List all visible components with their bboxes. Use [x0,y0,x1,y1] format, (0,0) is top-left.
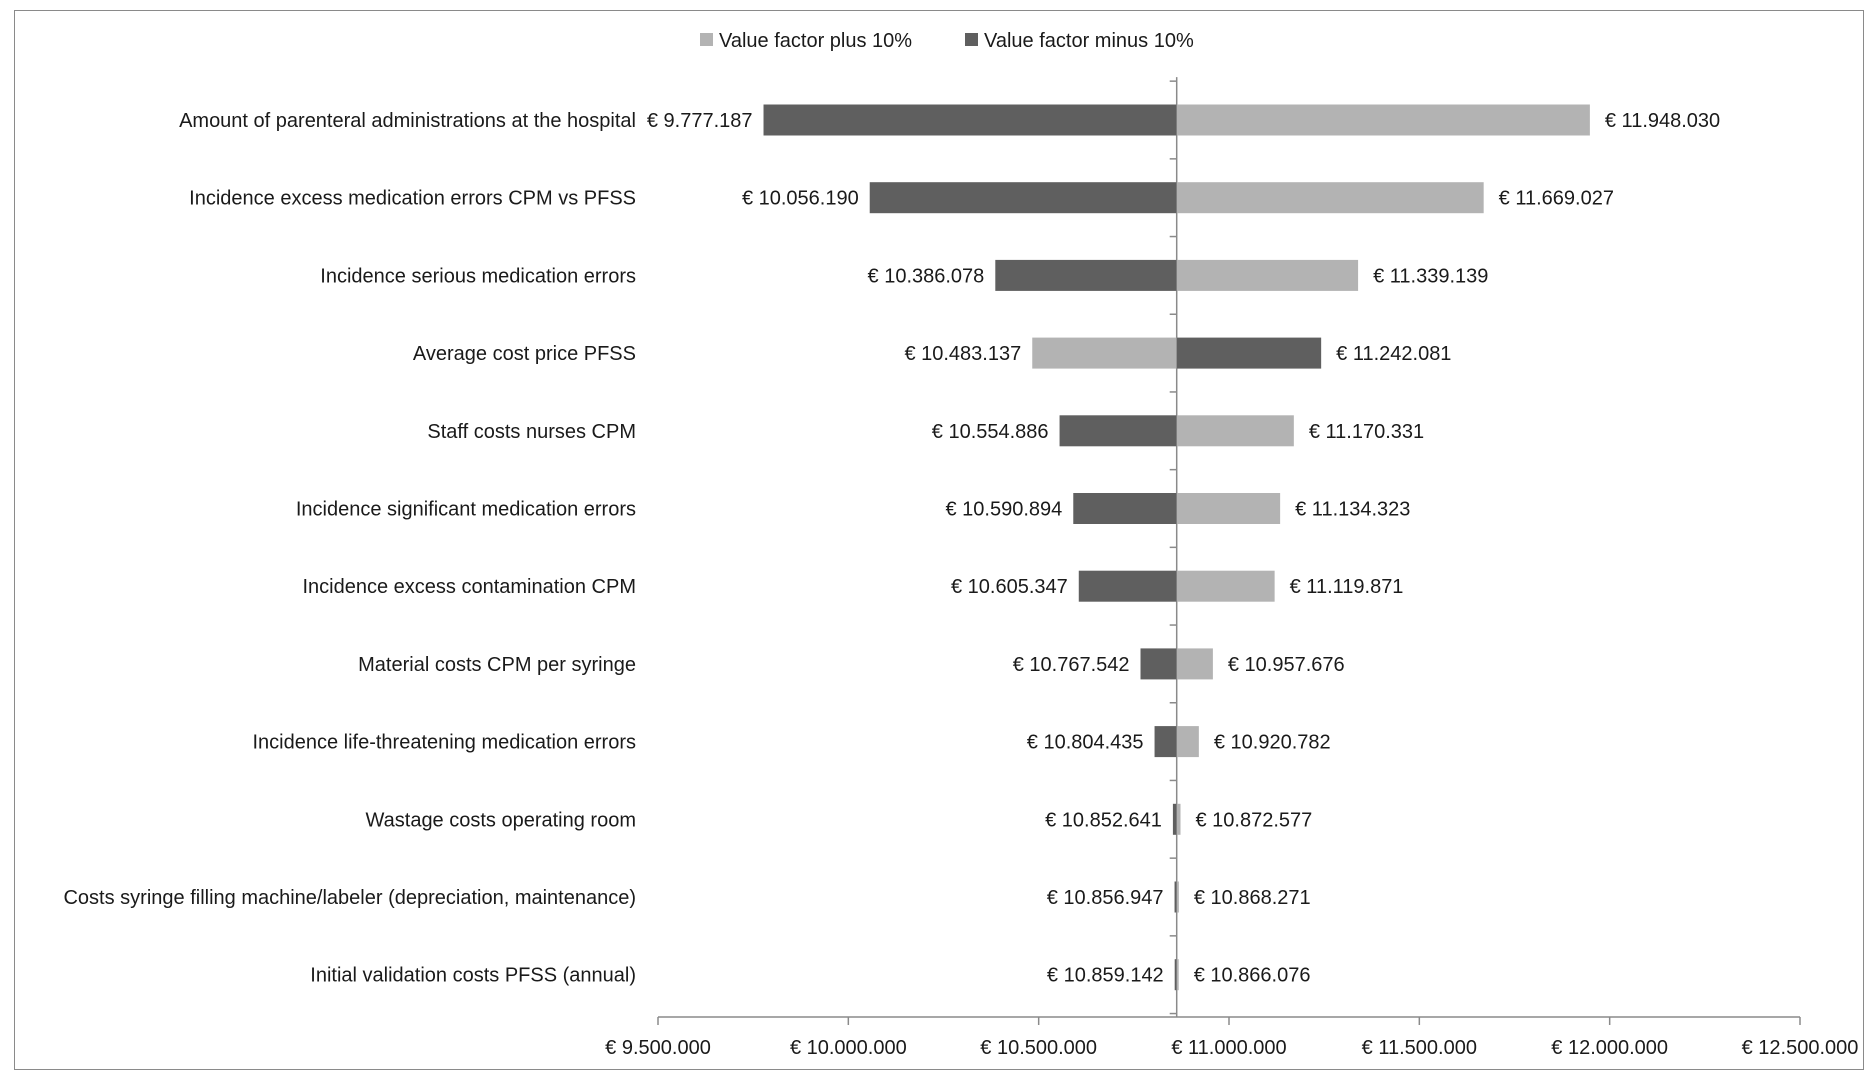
x-tick-label: € 10.000.000 [790,1037,907,1059]
bar-high-label: € 11.339.139 [1373,265,1488,287]
bar-high [1176,182,1484,214]
category-label: Incidence life-threatening medication er… [252,732,636,754]
bar-low-label: € 10.483.137 [904,343,1021,365]
bar-high [1176,415,1294,447]
bar-low-label: € 10.804.435 [1027,732,1144,754]
category-label: Incidence excess medication errors CPM v… [189,188,636,210]
bar-low-label: € 10.554.886 [932,421,1049,443]
bar-low [1032,337,1177,369]
bar-low-label: € 10.859.142 [1047,965,1164,987]
legend-item: Value factor minus 10% [965,30,1194,52]
bar-low-label: € 10.590.894 [945,499,1062,521]
bar-high [1176,648,1213,680]
bar-low [995,259,1177,291]
bar-high-label: € 11.242.081 [1336,343,1451,365]
bar-high-label: € 10.920.782 [1214,732,1331,754]
bar-low-label: € 10.056.190 [742,188,859,210]
bar-high-label: € 10.866.076 [1194,965,1311,987]
bar-low-label: € 9.777.187 [647,110,753,132]
category-label: Incidence serious medication errors [320,265,636,287]
category-label: Incidence significant medication errors [296,499,636,521]
legend-label: Value factor plus 10% [719,30,912,52]
bar-low-label: € 10.605.347 [951,576,1068,598]
legend-swatch [965,33,978,46]
bar-high [1176,726,1199,758]
category-label: Average cost price PFSS [413,343,636,365]
bar-low-label: € 10.767.542 [1013,654,1130,676]
bar-high [1176,881,1179,913]
x-tick-label: € 9.500.000 [605,1037,711,1059]
bar-high [1176,259,1359,291]
bar-high [1176,570,1275,602]
category-label: Wastage costs operating room [366,809,637,831]
bar-high [1176,337,1322,369]
category-label: Initial validation costs PFSS (annual) [310,965,636,987]
category-label: Costs syringe filling machine/labeler (d… [63,887,636,909]
x-axis: € 9.500.000 € 10.000.000 € 10.500.000 € 11.… [605,77,1858,1059]
legend-item: Value factor plus 10% [700,30,912,52]
bar-high [1176,104,1590,136]
bar-high [1176,493,1281,524]
bar-high-label: € 10.872.577 [1195,809,1312,831]
bars: € 9.777.187 € 11.948.030 € 10.056.190 € 11.… [647,104,1720,991]
legend: Value factor plus 10% Value factor minus … [700,30,1194,52]
category-label: Incidence excess contamination CPM [303,576,637,598]
bar-low [1073,493,1177,524]
bar-high-label: € 11.669.027 [1499,188,1614,210]
bar-high-label: € 11.948.030 [1605,110,1720,132]
category-label: Amount of parenteral administrations at … [179,110,636,132]
bar-high [1176,803,1181,835]
bar-low [1140,648,1177,680]
bar-low [1174,959,1177,991]
category-labels: Amount of parenteral administrations at … [63,110,636,987]
bar-low [1172,803,1177,835]
bar-low [1059,415,1177,447]
x-tick-label: € 11.000.000 [1171,1037,1286,1059]
category-label: Material costs CPM per syringe [358,654,636,676]
bar-high-label: € 10.868.271 [1194,887,1311,909]
x-tick-label: € 10.500.000 [980,1037,1097,1059]
bar-low-label: € 10.856.947 [1047,887,1164,909]
bar-low [869,182,1177,214]
x-tick-label: € 11.500.000 [1362,1037,1477,1059]
bar-high-label: € 11.134.323 [1295,499,1410,521]
legend-swatch [700,33,713,46]
bar-low-label: € 10.386.078 [868,265,985,287]
bar-low [1078,570,1177,602]
bar-low [1154,726,1177,758]
x-tick-label: € 12.000.000 [1551,1037,1668,1059]
bar-high-label: € 11.119.871 [1290,576,1404,598]
legend-label: Value factor minus 10% [984,30,1194,52]
bar-low [1174,881,1177,913]
x-tick-label: € 12.500.000 [1742,1037,1859,1059]
bar-high-label: € 11.170.331 [1309,421,1424,443]
bar-high [1176,959,1179,991]
bar-high-label: € 10.957.676 [1228,654,1345,676]
bar-low-label: € 10.852.641 [1045,809,1162,831]
bar-low [763,104,1177,136]
category-label: Staff costs nurses CPM [427,421,636,443]
